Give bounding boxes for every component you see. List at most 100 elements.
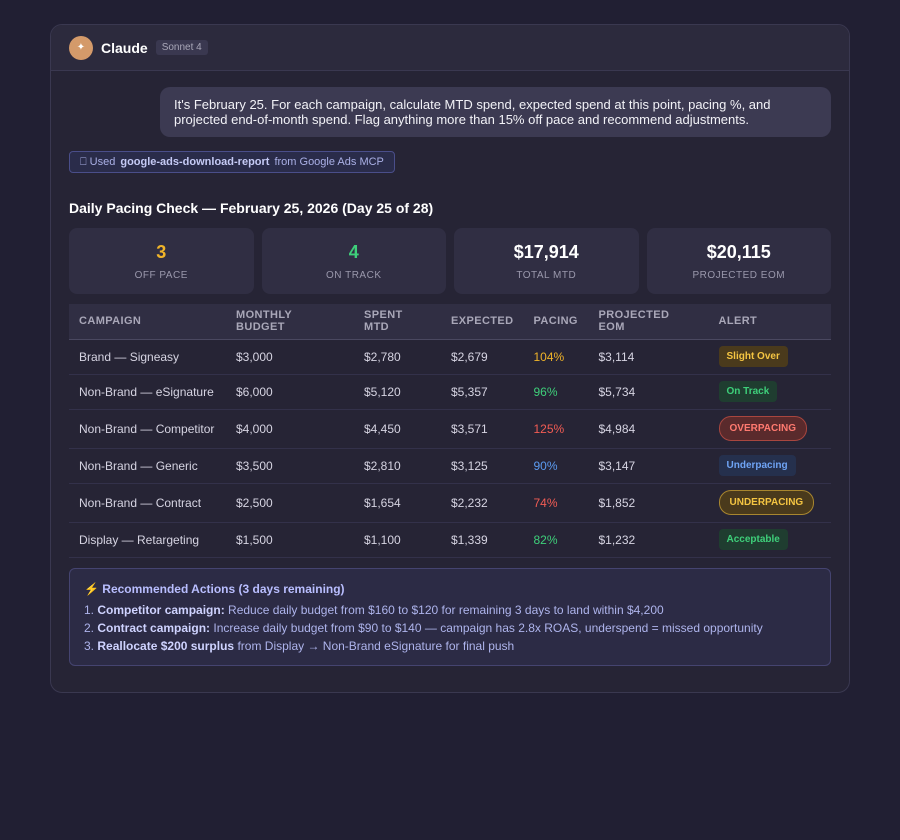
col-pacing: PACING [523,304,589,340]
cell-budget: $6,000 [226,374,354,410]
cell-projected: $3,147 [588,448,709,484]
cell-alert: Underpacing [708,448,831,484]
cell-campaign: Non-Brand — eSignature [69,374,226,410]
recommended-actions: ⚡ Recommended Actions (3 days remaining)… [69,567,831,666]
cell-expected: $2,232 [441,483,524,523]
stat-label: PROJECTED EOM [692,270,786,281]
spark-icon: ✦ [69,35,93,60]
conversation: It's February 25. For each campaign, cal… [51,71,849,666]
stat-label: TOTAL MTD [516,270,577,281]
col-alert: ALERT [708,304,831,340]
cell-alert: UNDERPACING [708,483,831,523]
tool-prefix: Used [89,156,116,168]
action-number: 1. [84,602,95,617]
cell-alert: Slight Over [708,339,831,375]
table-row: Brand — Signeasy $3,000 $2,780 $2,679 104% $3… [69,339,831,375]
cell-pacing: 74% [523,483,589,523]
cell-alert: On Track [708,374,831,410]
cell-campaign: Non-Brand — Contract [69,483,226,523]
action-item-3: 3. Reallocate $200 surplus from Display … [84,637,816,655]
cell-expected: $2,679 [441,339,524,375]
cell-projected: $3,114 [588,339,709,375]
action-text: Increase daily budget from $90 to $140 —… [213,620,763,635]
action-number: 2. [84,620,95,635]
cell-projected: $1,232 [588,522,709,558]
action-bold: Competitor campaign: [97,602,225,617]
cell-expected: $1,339 [441,522,524,558]
cell-pacing: 104% [523,339,589,375]
status-badge: On Track [718,381,778,402]
model-badge[interactable]: Sonnet 4 [155,40,208,55]
cell-spent: $2,810 [354,448,441,484]
action-item-1: 1. Competitor campaign: Reduce daily bud… [84,601,816,619]
stat-value: 3 [156,242,167,262]
cell-projected: $1,852 [588,483,709,523]
col-spent-mtd: SPENT MTD [354,304,441,340]
status-badge: Slight Over [718,346,788,367]
stat-label: ON TRACK [326,270,382,281]
app-header: ✦ Claude Sonnet 4 [51,25,849,71]
cell-budget: $3,500 [226,448,354,484]
tool-name: google-ads-download-report [120,156,270,168]
status-badge: UNDERPACING [718,490,815,515]
table-row: Non-Brand — Competitor $4,000 $4,450 $3,571… [69,409,831,449]
stats-row: 3 OFF PACE 4 ON TRACK $17,914 TOTAL MTD … [69,228,831,294]
stat-value: $20,115 [706,242,771,262]
stat-on-track: 4 ON TRACK [261,228,446,294]
cell-spent: $4,450 [354,409,441,449]
stat-projected-eom: $20,115 PROJECTED EOM [646,228,831,294]
cell-campaign: Non-Brand — Competitor [69,409,226,449]
cell-spent: $1,100 [354,522,441,558]
stat-off-pace: 3 OFF PACE [69,228,254,294]
cell-expected: $3,571 [441,409,524,449]
action-bold: Reallocate $200 surplus [97,638,235,653]
cell-pacing: 82% [523,522,589,558]
action-bold: Contract campaign: [97,620,211,635]
cell-budget: $1,500 [226,522,354,558]
stat-value: 4 [348,242,359,262]
col-campaign: CAMPAIGN [69,304,226,340]
stat-label: OFF PACE [134,270,188,281]
cell-projected: $5,734 [588,374,709,410]
tool-suffix: from Google Ads MCP [274,156,384,168]
actions-title: ⚡ Recommended Actions (3 days remaining) [84,581,345,596]
table-row: Display — Retargeting $1,500 $1,100 $1,339 8… [69,522,831,558]
status-badge: Acceptable [718,529,788,550]
col-expected: EXPECTED [441,304,524,340]
col-monthly-budget: MONTHLY BUDGET [226,304,354,340]
cell-campaign: Display — Retargeting [69,522,226,558]
cell-projected: $4,984 [588,409,709,449]
cell-pacing: 90% [523,448,589,484]
action-item-2: 2. Contract campaign: Increase daily bud… [84,619,816,637]
cell-campaign: Brand — Signeasy [69,339,226,375]
cell-budget: $2,500 [226,483,354,523]
report-title: Daily Pacing Check — February 25, 2026 (… [69,200,434,216]
pacing-table: CAMPAIGN MONTHLY BUDGET SPENT MTD EXPECT… [69,304,831,558]
cell-spent: $5,120 [354,374,441,410]
cell-spent: $2,780 [354,339,441,375]
action-text: from Display → Non-Brand eSignature for … [237,638,515,653]
table-row: Non-Brand — Generic $3,500 $2,810 $3,125 90%… [69,448,831,484]
cell-expected: $5,357 [441,374,524,410]
table-row: Non-Brand — eSignature $6,000 $5,120 $5,357… [69,374,831,410]
cell-campaign: Non-Brand — Generic [69,448,226,484]
app-title: Claude [101,39,148,56]
action-text: Reduce daily budget from $160 to $120 fo… [228,602,664,617]
status-badge: OVERPACING [718,416,807,441]
cell-spent: $1,654 [354,483,441,523]
table-row: Non-Brand — Contract $2,500 $1,654 $2,232 74… [69,483,831,523]
chat-window: ✦ Claude Sonnet 4 It's February 25. For … [50,24,850,693]
col-projected-eom: PROJECTED EOM [588,304,709,340]
cell-alert: OVERPACING [708,409,831,449]
user-message: It's February 25. For each campaign, cal… [160,87,831,137]
cell-pacing: 96% [523,374,589,410]
cell-budget: $3,000 [226,339,354,375]
stat-value: $17,914 [513,242,579,262]
status-badge: Underpacing [718,455,796,476]
cell-alert: Acceptable [708,522,831,558]
stat-total-mtd: $17,914 TOTAL MTD [454,228,639,294]
table-header-row: CAMPAIGN MONTHLY BUDGET SPENT MTD EXPECT… [69,304,831,340]
action-number: 3. [84,638,95,653]
cell-pacing: 125% [523,409,589,449]
tool-use-chip[interactable]: ⎕ Used google-ads-download-report from G… [69,151,395,173]
